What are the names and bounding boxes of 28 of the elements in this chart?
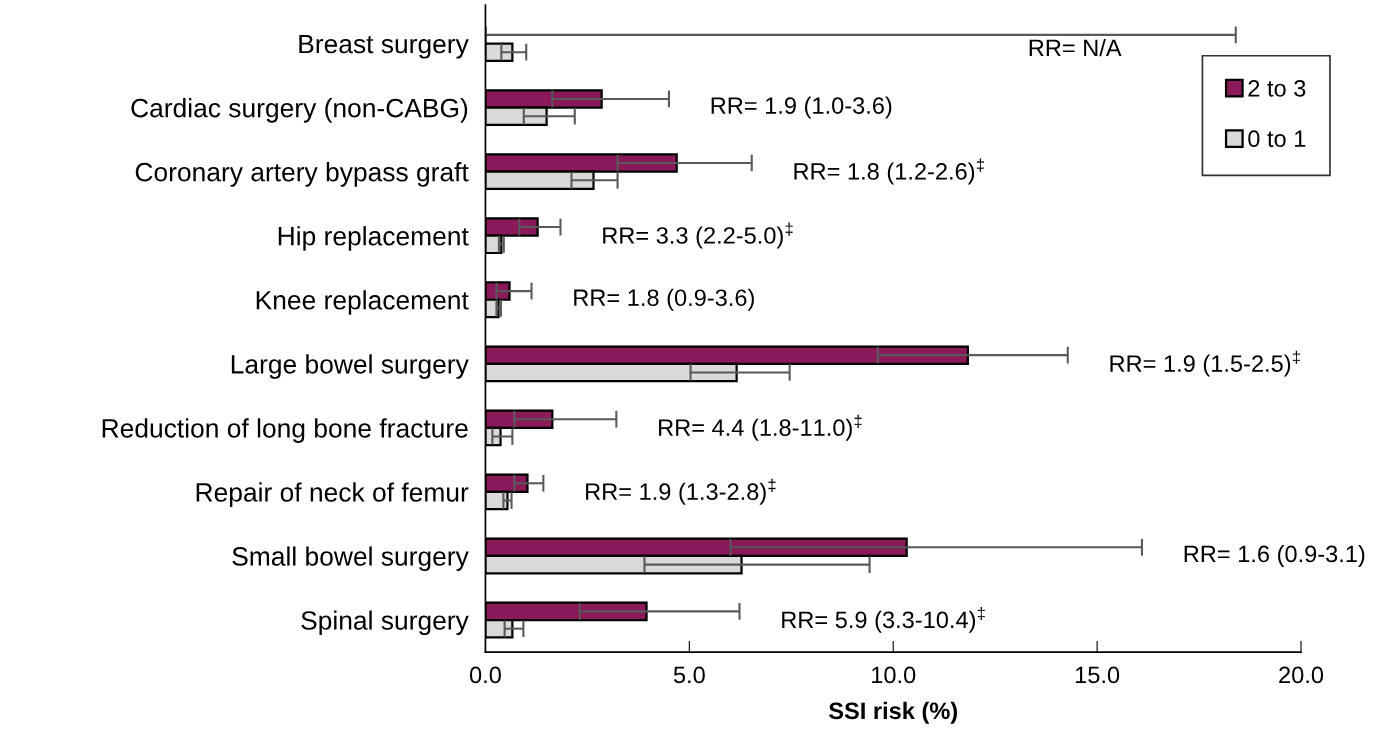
y-tick-label: Repair of neck of femur: [196, 482, 469, 507]
y-tick-label: Cardiac surgery (non-CABG): [131, 98, 468, 123]
annotation: RR= N/A: [1029, 38, 1122, 57]
annotation: RR= 5.9 (3.3-10.4)$^{‡}$: [782, 606, 985, 633]
x-tick-label: 0.0: [469, 666, 501, 684]
annotation: RR= 1.9 (1.3-2.8)$^{‡}$: [586, 478, 776, 505]
annotation: RR= 1.6 (0.9-3.1): [1184, 544, 1365, 567]
annotation: RR= 1.9 (1.0-3.6): [711, 96, 892, 119]
x-tick-label: 20.0: [1279, 666, 1324, 684]
annotation: RR= 4.4 (1.8-11.0)$^{‡}$: [659, 414, 862, 441]
y-tick-label: Knee replacement: [256, 290, 469, 315]
y-tick-label: Hip replacement: [278, 226, 469, 251]
legend-label: 0 to 1: [1248, 130, 1306, 148]
y-tick-label: Spinal surgery: [301, 610, 469, 636]
annotation: RR= 1.8 (0.9-3.6): [574, 288, 754, 311]
y-tick-label: Reduction of long bone fracture: [102, 418, 468, 443]
annotation: RR= 1.9 (1.5-2.5)$^{‡}$: [1110, 350, 1300, 377]
x-tick-label: 15.0: [1075, 666, 1120, 684]
x-tick-label: 5.0: [673, 666, 705, 684]
y-tick-label: Coronary artery bypass graft: [135, 162, 469, 187]
x-tick-label: 10.0: [872, 666, 916, 684]
y-tick-label: Large bowel surgery: [231, 354, 469, 379]
legend-label: 2 to 3: [1248, 79, 1306, 97]
y-tick-label: Breast surgery: [299, 34, 469, 59]
x-axis-title: SSI risk (%): [828, 701, 958, 724]
y-tick-label: Small bowel surgery: [232, 546, 469, 572]
annotation: RR= 1.8 (1.2-2.6)$^{‡}$: [794, 158, 984, 185]
annotation: RR= 3.3 (2.2-5.0)$^{‡}$: [603, 222, 793, 249]
